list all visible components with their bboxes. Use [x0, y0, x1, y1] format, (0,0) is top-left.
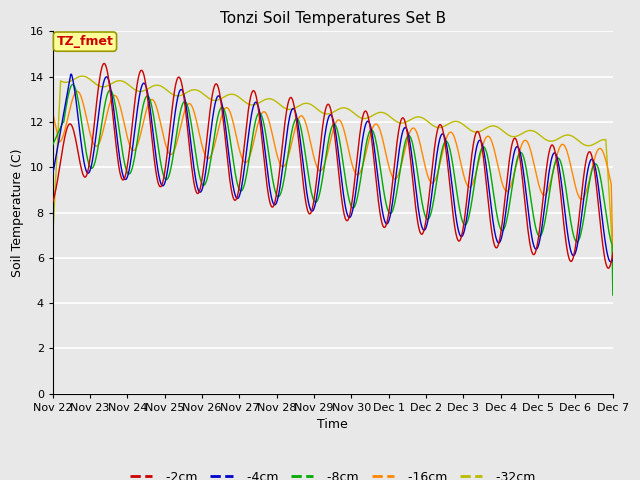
Y-axis label: Soil Temperature (C): Soil Temperature (C) [11, 148, 24, 277]
Title: Tonzi Soil Temperatures Set B: Tonzi Soil Temperatures Set B [220, 11, 446, 26]
Text: TZ_fmet: TZ_fmet [56, 35, 113, 48]
X-axis label: Time: Time [317, 418, 348, 431]
Legend:  -2cm,  -4cm,  -8cm,  -16cm,  -32cm: -2cm, -4cm, -8cm, -16cm, -32cm [125, 466, 541, 480]
